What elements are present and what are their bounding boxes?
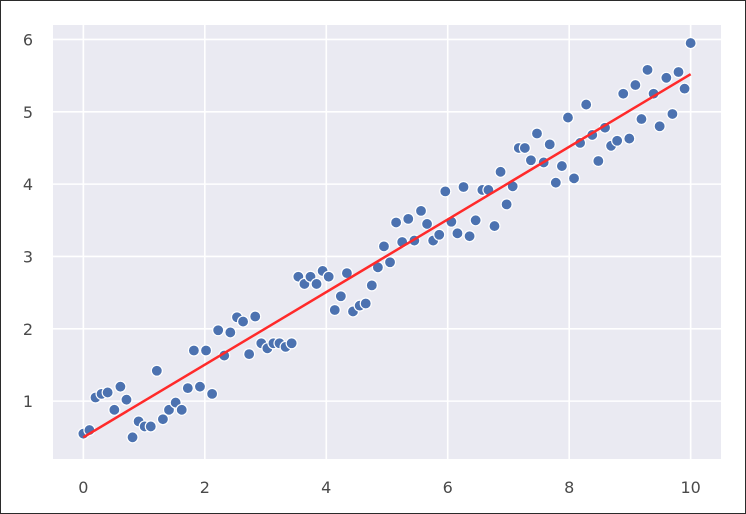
data-point [310,277,323,291]
data-point [641,63,654,76]
data-point [402,212,415,225]
x-tick-label: 10 [680,478,700,497]
y-tick-label: 3 [23,247,33,266]
data-point [457,180,470,194]
data-point [243,348,256,361]
data-point [678,82,691,95]
x-tick-label: 6 [443,478,453,497]
data-point [500,198,513,211]
data-point [212,324,225,337]
data-point [414,204,428,217]
data-point [666,107,679,121]
data-point [224,326,237,339]
data-point [561,111,575,124]
data-point [144,420,157,433]
data-point [150,364,163,377]
y-tick-label: 1 [23,392,33,411]
y-axis-ticks: 1 2 3 4 5 6 [23,30,33,411]
data-point [126,431,139,444]
data-point [629,78,642,92]
y-tick-label: 4 [23,175,33,194]
data-point [390,216,403,229]
data-point [672,65,685,79]
data-point [285,337,298,350]
y-tick-label: 5 [23,103,33,122]
x-tick-label: 4 [321,478,331,497]
data-point [365,279,378,292]
data-point [114,380,127,393]
data-point [592,154,605,168]
data-point [334,290,347,303]
data-point [555,159,568,173]
data-point [249,310,262,323]
data-point [684,36,697,50]
data-point [567,172,581,185]
data-point [463,230,476,243]
data-point [108,403,121,416]
data-point [199,344,213,357]
data-point [660,71,673,84]
data-point [175,403,188,416]
x-tick-label: 2 [200,478,210,497]
data-point [236,315,250,328]
x-tick-label: 8 [564,478,574,497]
data-point [617,87,630,100]
data-point [524,154,538,167]
data-point [530,127,544,140]
data-point [383,256,397,269]
y-tick-label: 6 [23,30,33,49]
data-point [488,219,501,233]
data-point [328,303,341,317]
data-point [193,380,207,393]
data-point [156,413,170,426]
x-tick-label: 0 [78,478,88,497]
data-point [469,214,482,227]
data-point [518,141,531,155]
data-point [439,185,452,198]
grid-lines [53,25,721,459]
data-point [187,344,200,357]
data-point [549,176,562,189]
data-point [494,165,507,178]
data-point [101,386,114,399]
data-point [322,270,335,283]
data-point [420,217,434,231]
data-point [377,240,391,253]
data-point [451,227,464,240]
data-point [206,387,219,400]
data-point [580,98,593,111]
data-point [181,382,194,395]
y-tick-label: 2 [23,320,33,339]
data-point [359,297,372,310]
data-point [120,393,133,406]
data-point [623,132,636,145]
data-point [653,120,666,133]
regression-line [82,73,692,439]
data-point [635,112,648,126]
x-axis-ticks: 0 2 4 6 8 10 [78,478,701,497]
data-point [611,134,624,147]
data-point [433,228,446,241]
data-point [543,138,556,151]
